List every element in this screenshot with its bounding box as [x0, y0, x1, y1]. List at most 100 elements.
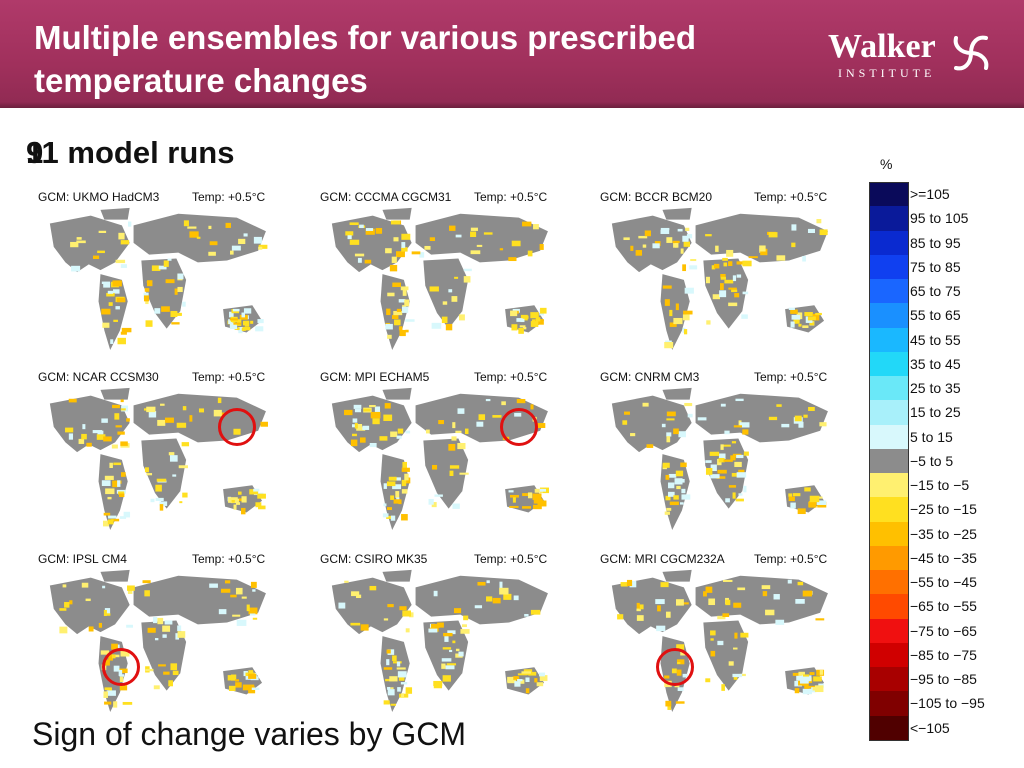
- change-speckle: [511, 324, 518, 331]
- change-speckle: [660, 227, 670, 231]
- change-speckle: [174, 288, 178, 295]
- map-panel: GCM: NCAR CCSM30 Temp: +0.5°C: [30, 360, 290, 530]
- change-speckle: [461, 624, 467, 628]
- change-speckle: [241, 596, 247, 599]
- panel-temp-label: Temp: +0.5°C: [754, 552, 828, 566]
- change-speckle: [718, 453, 726, 460]
- change-speckle: [735, 398, 744, 402]
- change-speckle: [725, 498, 730, 503]
- change-speckle: [463, 615, 469, 621]
- legend-swatch: [869, 570, 909, 595]
- change-speckle: [443, 632, 453, 637]
- change-speckle: [148, 411, 157, 418]
- change-speckle: [728, 261, 733, 267]
- change-speckle: [390, 431, 398, 437]
- change-speckle: [685, 227, 690, 231]
- highlight-circle: [500, 408, 538, 446]
- change-speckle: [253, 236, 262, 244]
- change-speckle: [732, 275, 737, 282]
- change-speckle: [522, 315, 529, 319]
- change-speckle: [118, 232, 125, 240]
- change-speckle: [710, 474, 720, 479]
- change-speckle: [722, 444, 731, 447]
- change-speckle: [208, 251, 216, 256]
- change-speckle: [760, 248, 768, 256]
- change-speckle: [145, 668, 154, 672]
- change-speckle: [404, 299, 410, 307]
- change-speckle: [792, 493, 801, 497]
- change-speckle: [229, 322, 238, 330]
- change-speckle: [146, 473, 153, 476]
- change-speckle: [237, 491, 242, 495]
- change-speckle: [164, 620, 173, 625]
- change-speckle: [803, 674, 810, 677]
- change-speckle: [383, 503, 387, 507]
- change-speckle: [460, 629, 470, 634]
- change-speckle: [455, 234, 462, 238]
- change-speckle: [660, 582, 669, 588]
- change-speckle: [448, 443, 456, 451]
- model-runs-heading: 11 9 model runs: [26, 135, 234, 171]
- change-speckle: [716, 476, 726, 479]
- legend-swatch: [869, 230, 909, 256]
- change-speckle: [722, 257, 728, 261]
- change-speckle: [383, 700, 390, 705]
- change-speckle: [705, 467, 713, 475]
- change-speckle: [401, 306, 409, 313]
- change-speckle: [527, 250, 533, 257]
- change-speckle: [383, 414, 393, 421]
- change-speckle: [737, 587, 746, 591]
- change-speckle: [662, 462, 670, 468]
- change-speckle: [232, 614, 241, 617]
- change-speckle: [656, 625, 666, 632]
- change-speckle: [732, 673, 743, 678]
- change-speckle: [397, 687, 401, 692]
- change-speckle: [241, 496, 247, 503]
- legend-label: −45 to −35: [910, 549, 977, 566]
- change-speckle: [258, 246, 263, 250]
- change-speckle: [449, 470, 454, 476]
- change-speckle: [441, 316, 448, 324]
- panel-temp-label: Temp: +0.5°C: [474, 552, 548, 566]
- land-region: [611, 577, 692, 635]
- change-speckle: [448, 289, 453, 293]
- change-speckle: [517, 673, 528, 676]
- change-speckle: [652, 243, 660, 249]
- change-speckle: [509, 494, 519, 498]
- change-speckle: [676, 485, 681, 490]
- change-speckle: [655, 599, 665, 605]
- change-speckle: [794, 415, 802, 422]
- change-speckle: [386, 308, 391, 316]
- legend-label: 85 to 95: [910, 234, 961, 251]
- change-speckle: [383, 618, 389, 621]
- change-speckle: [76, 237, 82, 240]
- change-speckle: [681, 488, 686, 494]
- change-speckle: [706, 320, 711, 325]
- change-speckle: [486, 596, 493, 602]
- panel-gcm-label: GCM: MPI ECHAM5: [320, 370, 430, 384]
- change-speckle: [507, 676, 514, 682]
- legend-label: >=105: [910, 186, 950, 202]
- change-speckle: [208, 225, 212, 230]
- change-speckle: [449, 465, 460, 469]
- change-speckle: [249, 613, 256, 616]
- world-map: [331, 569, 548, 712]
- change-speckle: [143, 295, 150, 302]
- change-speckle: [675, 701, 685, 704]
- change-speckle: [720, 403, 726, 407]
- change-speckle: [375, 228, 383, 234]
- change-speckle: [629, 580, 637, 588]
- change-speckle: [768, 416, 778, 421]
- change-speckle: [168, 680, 173, 687]
- change-speckle: [187, 226, 197, 229]
- change-speckle: [106, 613, 111, 616]
- legend-label: −15 to −5: [910, 477, 970, 494]
- legend-swatch: [869, 424, 909, 450]
- legend-label: −25 to −15: [910, 501, 977, 518]
- change-speckle: [253, 488, 260, 492]
- change-speckle: [168, 452, 175, 456]
- legend-label: 45 to 55: [910, 331, 961, 348]
- change-speckle: [97, 250, 105, 254]
- change-speckle: [81, 582, 89, 588]
- legend-label: 25 to 35: [910, 380, 961, 397]
